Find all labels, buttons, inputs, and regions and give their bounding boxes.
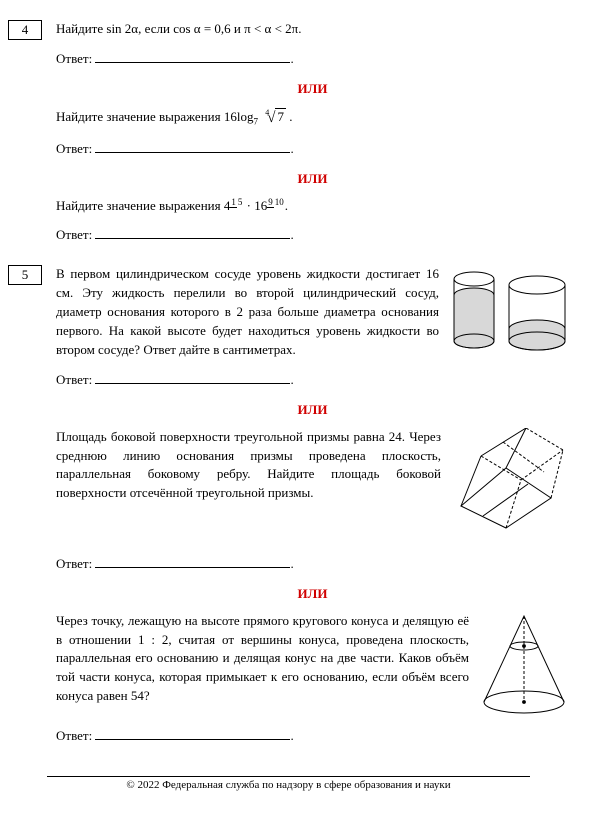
root-radicand: 7 bbox=[275, 108, 286, 124]
root-expr: 4√7 bbox=[261, 107, 286, 129]
answer-label: Ответ: bbox=[56, 51, 92, 66]
q5-task3: Через точку, лежащую на высоте прямого к… bbox=[56, 612, 469, 716]
q4-answer1: Ответ: . bbox=[56, 51, 569, 67]
q4-t1-pre: Найдите bbox=[56, 21, 106, 36]
q4-t3-pre: Найдите значение выражения bbox=[56, 198, 224, 213]
or-label: ИЛИ bbox=[56, 402, 569, 418]
q4-t2-pre: Найдите значение выражения bbox=[56, 109, 224, 124]
answer-label: Ответ: bbox=[56, 372, 92, 387]
answer-blank bbox=[95, 372, 290, 384]
q4-task1: Найдите sin 2α, если cos α = 0,6 и π < α… bbox=[56, 20, 569, 39]
answer-blank bbox=[95, 51, 290, 63]
exp-n: 9 bbox=[267, 197, 274, 208]
answer-blank bbox=[95, 141, 290, 153]
base-b: 16 bbox=[254, 198, 267, 213]
q4-t2-log: 16log7 4√7 bbox=[224, 109, 286, 124]
answer-label: Ответ: bbox=[56, 227, 92, 242]
q4-t3-expr: 415 · 16910 bbox=[224, 198, 285, 213]
answer-blank bbox=[95, 728, 290, 740]
q4-task3: Найдите значение выражения 415 · 16910. bbox=[56, 197, 569, 216]
answer-blank bbox=[95, 227, 290, 239]
answer-label: Ответ: bbox=[56, 556, 92, 571]
task-number-4: 4 bbox=[8, 20, 42, 40]
or-label: ИЛИ bbox=[56, 171, 569, 187]
log-base: 16log bbox=[224, 109, 254, 124]
exp-d: 10 bbox=[274, 197, 285, 207]
q5-answer1: Ответ: . bbox=[56, 372, 569, 388]
dot: · bbox=[243, 198, 254, 213]
q4-t1-and: и bbox=[231, 21, 244, 36]
q5-answer3: Ответ: . bbox=[56, 728, 569, 744]
exp-n: 1 bbox=[230, 197, 237, 208]
answer-label: Ответ: bbox=[56, 141, 92, 156]
or-label: ИЛИ bbox=[56, 586, 569, 602]
cone-figure bbox=[479, 612, 569, 716]
q5-task1: В первом цилиндрическом сосуде уровень ж… bbox=[56, 265, 439, 359]
q5-task2: Площадь боковой поверхности треугольной … bbox=[56, 428, 441, 538]
prism-figure bbox=[451, 428, 569, 538]
q4-task2: Найдите значение выражения 16log7 4√7 . bbox=[56, 107, 569, 129]
q4-t1-mid: , если bbox=[138, 21, 173, 36]
q4-answer2: Ответ: . bbox=[56, 141, 569, 157]
q5-answer2: Ответ: . bbox=[56, 556, 569, 572]
log-sub: 7 bbox=[253, 116, 258, 126]
footer-copyright: © 2022 Федеральная служба по надзору в с… bbox=[47, 776, 529, 791]
q4-t1-expr: sin 2α bbox=[106, 21, 138, 36]
answer-label: Ответ: bbox=[56, 728, 92, 743]
q4-t1-c1: cos α = 0,6 bbox=[173, 21, 230, 36]
q4-t1-c2: π < α < 2π bbox=[244, 21, 298, 36]
or-label: ИЛИ bbox=[56, 81, 569, 97]
cylinders-figure bbox=[449, 265, 569, 359]
answer-blank bbox=[95, 556, 290, 568]
q4-answer3: Ответ: . bbox=[56, 227, 569, 243]
task-number-5: 5 bbox=[8, 265, 42, 285]
